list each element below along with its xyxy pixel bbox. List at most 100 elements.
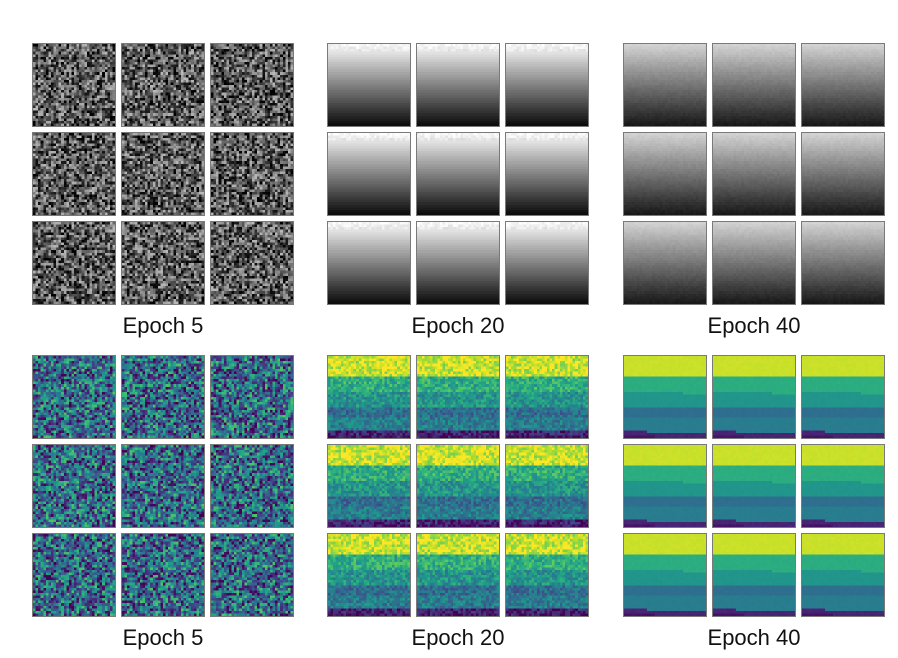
sample-tile — [327, 43, 411, 127]
sample-tile — [623, 533, 707, 617]
sample-grid — [32, 355, 294, 617]
sample-image — [624, 222, 706, 304]
sample-image — [33, 133, 115, 215]
sample-image — [328, 44, 410, 126]
sample-tile — [210, 444, 294, 528]
sample-image — [328, 534, 410, 616]
sample-image — [802, 445, 884, 527]
sample-image — [802, 534, 884, 616]
sample-tile — [121, 132, 205, 216]
sample-image — [33, 445, 115, 527]
sample-tile — [505, 132, 589, 216]
sample-tile — [505, 355, 589, 439]
sample-image — [802, 222, 884, 304]
sample-tile — [416, 355, 500, 439]
sample-image — [417, 222, 499, 304]
sample-image — [211, 133, 293, 215]
sample-image — [624, 356, 706, 438]
sample-tile — [210, 355, 294, 439]
sample-image — [713, 534, 795, 616]
sample-image — [506, 222, 588, 304]
sample-image — [122, 44, 204, 126]
sample-image — [211, 356, 293, 438]
sample-image — [506, 44, 588, 126]
panel-caption: Epoch 40 — [707, 625, 801, 650]
sample-image — [33, 534, 115, 616]
sample-tile — [32, 221, 116, 305]
panel-caption: Epoch 5 — [122, 625, 204, 650]
sample-tile — [801, 221, 885, 305]
sample-tile — [32, 43, 116, 127]
sample-grid — [623, 355, 885, 617]
sample-image — [802, 133, 884, 215]
sample-grid — [327, 355, 589, 617]
sample-image — [713, 356, 795, 438]
sample-image — [624, 445, 706, 527]
sample-image — [122, 133, 204, 215]
sample-image — [624, 44, 706, 126]
sample-tile — [712, 533, 796, 617]
sample-image — [802, 44, 884, 126]
sample-tile — [210, 43, 294, 127]
sample-tile — [712, 444, 796, 528]
sample-image — [33, 222, 115, 304]
sample-image — [328, 222, 410, 304]
sample-image — [211, 222, 293, 304]
sample-tile — [505, 533, 589, 617]
sample-tile — [32, 533, 116, 617]
sample-tile — [121, 43, 205, 127]
sample-tile — [416, 221, 500, 305]
sample-image — [624, 133, 706, 215]
sample-tile — [801, 533, 885, 617]
sample-image — [417, 445, 499, 527]
sample-image — [417, 534, 499, 616]
sample-image — [506, 356, 588, 438]
sample-tile — [712, 43, 796, 127]
sample-grid — [32, 43, 294, 305]
sample-tile — [623, 43, 707, 127]
sample-image — [506, 445, 588, 527]
sample-image — [211, 445, 293, 527]
sample-image — [713, 445, 795, 527]
sample-image — [624, 534, 706, 616]
sample-tile — [210, 533, 294, 617]
sample-tile — [32, 132, 116, 216]
sample-image — [506, 534, 588, 616]
sample-tile — [505, 221, 589, 305]
sample-tile — [416, 43, 500, 127]
sample-tile — [327, 221, 411, 305]
sample-tile — [32, 444, 116, 528]
sample-image — [713, 222, 795, 304]
sample-tile — [801, 355, 885, 439]
sample-tile — [327, 355, 411, 439]
panel-caption: Epoch 20 — [411, 625, 505, 650]
sample-tile — [623, 355, 707, 439]
sample-image — [713, 133, 795, 215]
sample-image — [417, 356, 499, 438]
sample-image — [122, 356, 204, 438]
sample-tile — [32, 355, 116, 439]
sample-tile — [210, 221, 294, 305]
sample-tile — [712, 132, 796, 216]
sample-tile — [505, 444, 589, 528]
sample-tile — [712, 355, 796, 439]
sample-image — [417, 44, 499, 126]
sample-tile — [416, 444, 500, 528]
sample-tile — [121, 355, 205, 439]
sample-image — [33, 44, 115, 126]
sample-tile — [121, 221, 205, 305]
sample-tile — [327, 533, 411, 617]
sample-image — [211, 534, 293, 616]
sample-tile — [327, 444, 411, 528]
sample-image — [506, 133, 588, 215]
sample-image — [417, 133, 499, 215]
sample-image — [122, 534, 204, 616]
sample-image — [713, 44, 795, 126]
sample-image — [328, 133, 410, 215]
sample-tile — [623, 444, 707, 528]
sample-image — [122, 222, 204, 304]
panel-caption: Epoch 5 — [122, 313, 204, 338]
sample-image — [802, 356, 884, 438]
sample-grid — [623, 43, 885, 305]
sample-grid — [327, 43, 589, 305]
